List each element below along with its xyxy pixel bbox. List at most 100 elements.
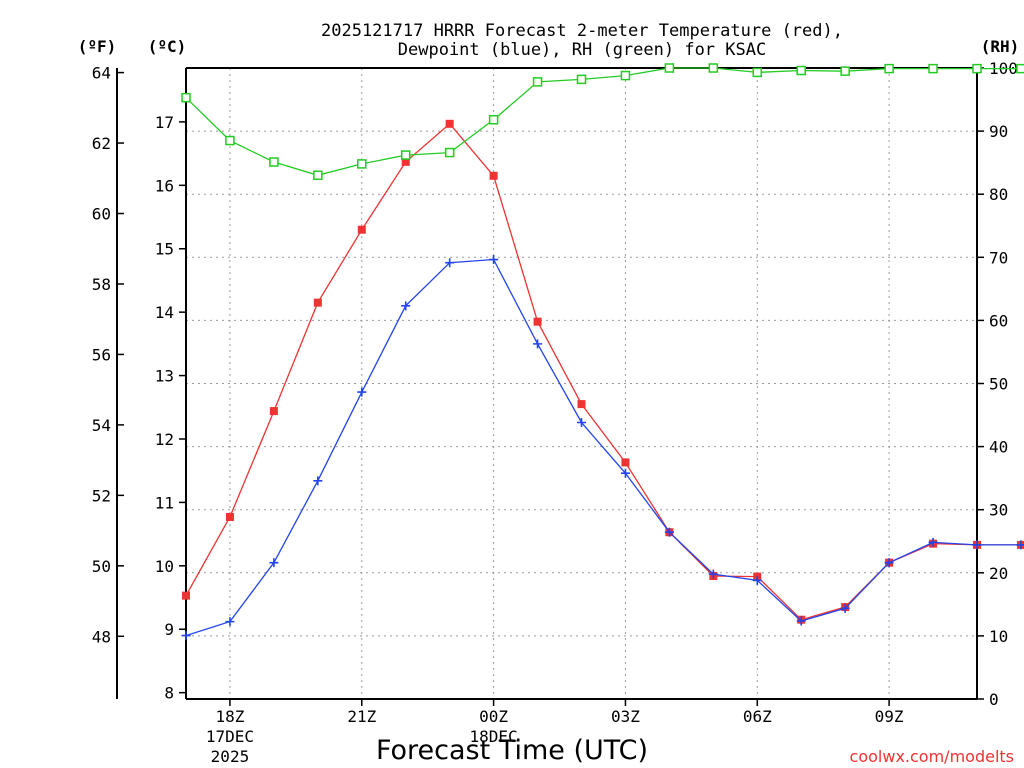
fahrenheit-tick-label: 50	[92, 557, 111, 576]
fahrenheit-tick-label: 56	[92, 345, 111, 364]
axes: 48 50 52 54 56 58 60 62 64 8 9 10 11 12 13 14 15 16 17 0 10 2…	[92, 59, 1018, 766]
fahrenheit-unit-label: (ºF)	[78, 37, 117, 56]
fahrenheit-tick-label: 64	[92, 64, 111, 83]
rh-point	[576, 74, 587, 85]
rh-point	[488, 114, 499, 125]
fahrenheit-tick-label: 62	[92, 134, 111, 153]
dewpoint-point	[620, 468, 630, 478]
fahrenheit-tick-label: 54	[92, 416, 111, 435]
rh-point	[444, 147, 455, 158]
rh-point	[225, 135, 235, 146]
rh-point	[796, 65, 806, 76]
temperature-point	[401, 157, 410, 166]
rh-point	[840, 66, 850, 76]
temperature-point	[182, 591, 190, 600]
dewpoint-point	[533, 339, 543, 349]
x-tick-label: 00Z	[479, 707, 508, 726]
fahrenheit-tick-label: 58	[92, 275, 111, 294]
x-tick-label: 03Z	[611, 707, 640, 726]
fahrenheit-tick-label: 60	[92, 205, 111, 224]
rh-point	[400, 150, 411, 160]
grid-lines	[186, 68, 977, 699]
rh-tick-label: 30	[989, 501, 1008, 520]
x-tick-label: 18Z	[215, 707, 244, 726]
x-tick-date-label: 2025	[211, 747, 250, 766]
dewpoint-point	[313, 476, 323, 486]
chart-title-line1: 2025121717 HRRR Forecast 2-meter Tempera…	[321, 21, 843, 41]
rh-point	[972, 63, 982, 74]
dewpoint-point	[972, 540, 982, 550]
celsius-tick-label: 8	[164, 684, 174, 703]
rh-point	[928, 63, 938, 74]
dewpoint-line	[185, 258, 1021, 637]
rh-tick-label: 40	[989, 438, 1008, 457]
temperature-point	[269, 407, 278, 416]
rh-point	[181, 92, 191, 103]
x-axis-label: Forecast Time (UTC)	[376, 735, 648, 766]
rh-point	[752, 67, 763, 78]
temperature-point	[357, 225, 366, 234]
celsius-tick-label: 11	[155, 493, 174, 512]
celsius-tick-label: 10	[155, 557, 174, 576]
dewpoint-point	[884, 558, 894, 568]
rh-point	[708, 63, 719, 73]
credit-label: coolwx.com/modelts	[850, 747, 1014, 766]
rh-point	[664, 63, 675, 73]
dewpoint-point	[840, 603, 850, 613]
celsius-tick-label: 17	[155, 113, 174, 132]
temperature-point	[313, 298, 322, 307]
rh-point	[269, 157, 279, 167]
rh-point	[532, 77, 543, 87]
x-tick-label: 21Z	[347, 707, 376, 726]
celsius-tick-label: 15	[155, 240, 174, 259]
x-tick-label: 09Z	[875, 707, 904, 726]
temperature-point	[621, 458, 630, 467]
dewpoint-point	[401, 301, 411, 311]
dewpoint-point	[357, 387, 367, 397]
x-tick-label: 06Z	[743, 707, 772, 726]
series-rh	[181, 63, 1024, 181]
rh-tick-label: 80	[989, 185, 1008, 204]
rh-point	[357, 159, 367, 169]
temperature-point	[533, 317, 542, 326]
rh-point	[1016, 63, 1024, 74]
temperature-point	[577, 400, 586, 409]
celsius-tick-label: 16	[155, 176, 174, 195]
temperature-point	[445, 119, 454, 128]
celsius-tick-label: 9	[164, 620, 174, 639]
rh-tick-label: 0	[989, 690, 999, 709]
celsius-unit-label: (ºC)	[148, 37, 187, 56]
dewpoint-point	[225, 617, 235, 627]
temperature-line	[185, 122, 1021, 621]
fahrenheit-tick-label: 52	[92, 486, 111, 505]
rh-point	[884, 63, 894, 74]
celsius-tick-label: 12	[155, 430, 174, 449]
x-tick-date-label: 18DEC	[470, 727, 518, 746]
dewpoint-point	[708, 569, 718, 579]
dewpoint-point	[664, 527, 674, 537]
temperature-point	[489, 171, 498, 180]
dewpoint-point	[181, 631, 191, 641]
dewpoint-point	[269, 558, 279, 568]
dewpoint-point	[928, 537, 938, 547]
rh-point	[620, 70, 631, 81]
rh-point	[313, 170, 323, 181]
series-dewpoint	[181, 255, 1024, 641]
dewpoint-point	[489, 255, 499, 265]
temperature-point	[225, 512, 234, 521]
rh-tick-label: 50	[989, 375, 1008, 394]
dewpoint-point	[752, 575, 762, 585]
fahrenheit-tick-label: 48	[92, 627, 111, 646]
data-series	[181, 63, 1024, 641]
dewpoint-point	[445, 258, 455, 268]
x-tick-date-label: 17DEC	[206, 727, 254, 746]
rh-tick-label: 90	[989, 122, 1008, 141]
celsius-tick-label: 14	[155, 303, 174, 322]
rh-unit-label: (RH)	[981, 37, 1020, 56]
rh-tick-label: 10	[989, 627, 1008, 646]
rh-tick-label: 70	[989, 248, 1008, 267]
dewpoint-point	[577, 418, 586, 428]
rh-line	[185, 67, 1021, 176]
celsius-tick-label: 13	[155, 367, 174, 386]
